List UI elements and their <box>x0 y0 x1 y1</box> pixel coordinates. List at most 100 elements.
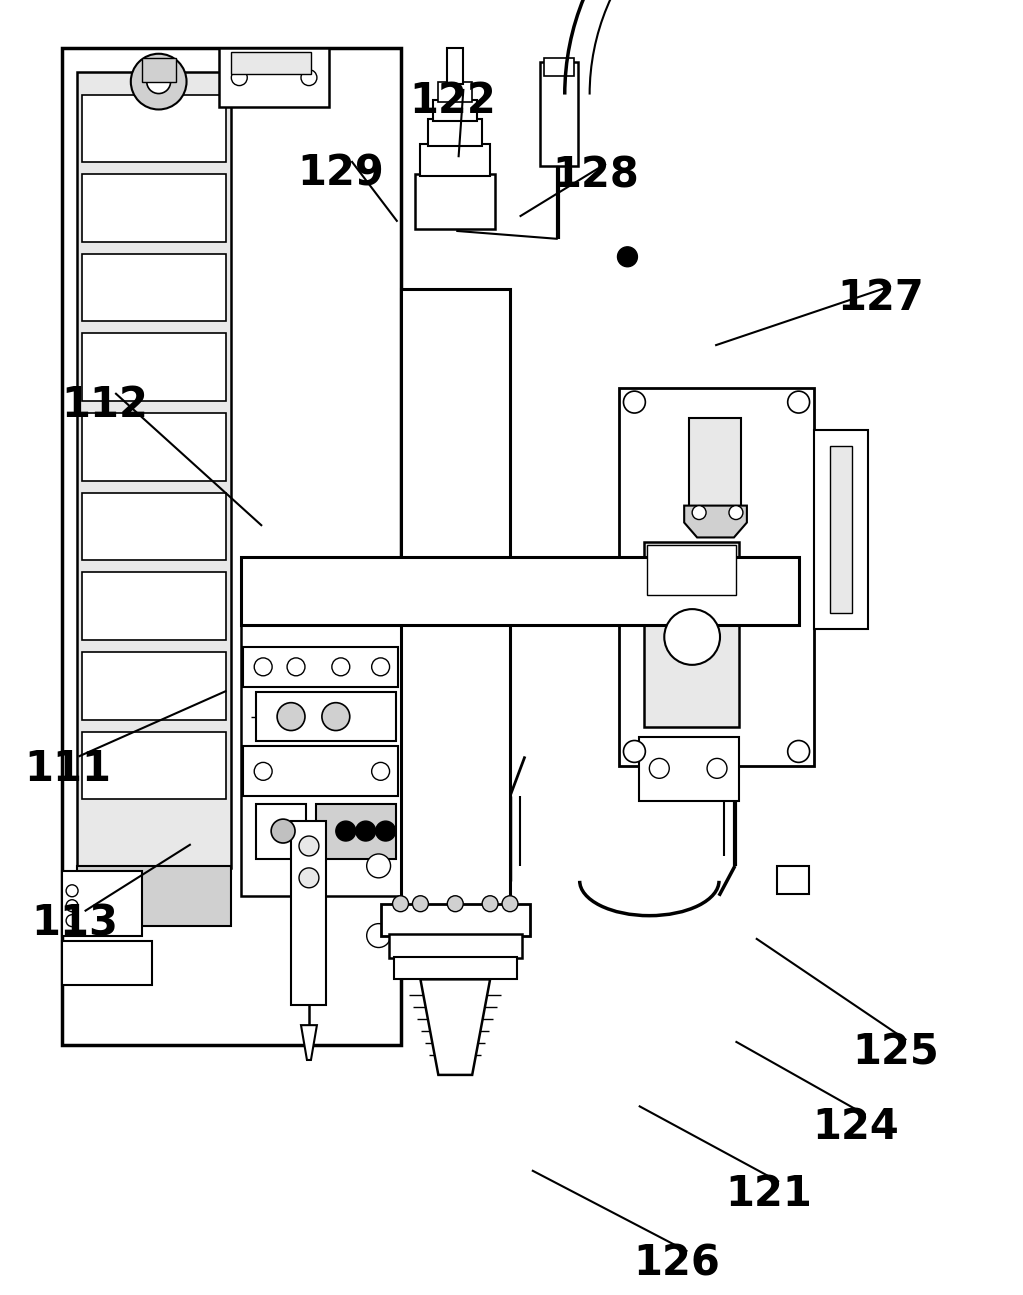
Bar <box>82 333 226 401</box>
Bar <box>813 430 869 629</box>
Circle shape <box>502 896 518 912</box>
Bar <box>831 445 852 613</box>
Circle shape <box>366 923 391 948</box>
Circle shape <box>664 609 720 664</box>
Bar <box>82 572 226 640</box>
Bar <box>82 732 226 799</box>
Circle shape <box>271 820 295 843</box>
Bar <box>381 904 530 935</box>
Text: 125: 125 <box>852 1031 939 1074</box>
Circle shape <box>301 70 317 85</box>
Circle shape <box>729 505 743 519</box>
Text: 126: 126 <box>633 1242 720 1285</box>
Bar <box>540 62 578 166</box>
Circle shape <box>412 896 429 912</box>
Bar <box>292 821 326 1005</box>
Bar <box>438 82 473 101</box>
Text: 121: 121 <box>725 1173 812 1215</box>
Bar <box>219 48 328 107</box>
Circle shape <box>255 658 272 676</box>
Circle shape <box>336 821 356 840</box>
Bar <box>776 866 808 894</box>
Circle shape <box>332 602 349 618</box>
Circle shape <box>788 391 809 413</box>
Bar <box>447 48 463 84</box>
Circle shape <box>366 853 391 878</box>
Bar <box>82 174 226 242</box>
Bar <box>256 804 306 859</box>
Bar <box>62 48 401 1045</box>
Bar <box>82 413 226 480</box>
Circle shape <box>331 658 350 676</box>
Bar <box>420 144 490 176</box>
Bar <box>62 870 142 935</box>
Bar <box>82 492 226 561</box>
Circle shape <box>650 759 669 778</box>
Circle shape <box>131 54 186 110</box>
Bar <box>323 596 393 625</box>
Bar <box>77 866 231 926</box>
Circle shape <box>299 868 319 888</box>
Circle shape <box>277 703 305 730</box>
Circle shape <box>618 247 637 267</box>
Bar <box>243 596 313 625</box>
Circle shape <box>66 900 78 912</box>
Bar <box>639 737 739 802</box>
Circle shape <box>254 602 269 618</box>
Circle shape <box>367 602 384 618</box>
Text: 111: 111 <box>25 747 112 790</box>
Circle shape <box>66 884 78 896</box>
Bar <box>401 289 510 905</box>
Circle shape <box>356 821 375 840</box>
Circle shape <box>447 896 463 912</box>
Circle shape <box>393 896 408 912</box>
Bar <box>648 545 736 596</box>
Circle shape <box>482 896 498 912</box>
Polygon shape <box>301 1026 317 1061</box>
Bar <box>389 934 522 958</box>
Circle shape <box>375 821 396 840</box>
Bar <box>394 957 517 979</box>
Circle shape <box>322 703 350 730</box>
Text: 124: 124 <box>812 1106 898 1147</box>
Circle shape <box>231 70 248 85</box>
Bar <box>62 940 151 985</box>
Bar <box>241 557 799 625</box>
Polygon shape <box>684 505 747 537</box>
Bar <box>77 71 231 868</box>
Bar <box>544 58 574 75</box>
Bar <box>620 388 813 767</box>
Text: 112: 112 <box>61 385 148 426</box>
Bar <box>82 95 226 162</box>
Circle shape <box>623 741 646 763</box>
Circle shape <box>371 763 390 781</box>
Circle shape <box>146 70 171 93</box>
Text: 127: 127 <box>837 277 924 319</box>
Bar <box>231 52 311 74</box>
Bar <box>241 587 401 896</box>
Text: 113: 113 <box>31 903 118 944</box>
Bar <box>434 100 477 122</box>
Bar <box>82 254 226 321</box>
Circle shape <box>788 741 809 763</box>
Circle shape <box>693 505 706 519</box>
Bar <box>256 692 396 742</box>
Polygon shape <box>142 58 176 82</box>
Bar <box>415 174 495 229</box>
Circle shape <box>707 759 727 778</box>
Text: 129: 129 <box>298 152 385 194</box>
Bar <box>316 804 396 859</box>
Circle shape <box>255 763 272 781</box>
Bar <box>243 746 398 796</box>
Bar <box>429 119 482 146</box>
Bar <box>243 648 398 686</box>
Circle shape <box>623 391 646 413</box>
Text: 122: 122 <box>409 80 496 122</box>
Circle shape <box>287 658 305 676</box>
Circle shape <box>66 914 78 927</box>
Circle shape <box>371 658 390 676</box>
Polygon shape <box>420 979 490 1075</box>
Bar <box>82 651 226 720</box>
Circle shape <box>299 837 319 856</box>
Bar <box>644 543 739 726</box>
